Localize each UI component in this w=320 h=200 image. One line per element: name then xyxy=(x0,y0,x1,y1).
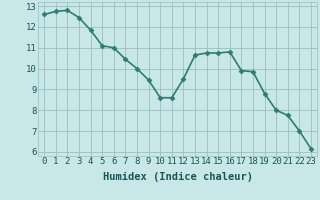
X-axis label: Humidex (Indice chaleur): Humidex (Indice chaleur) xyxy=(103,172,252,182)
